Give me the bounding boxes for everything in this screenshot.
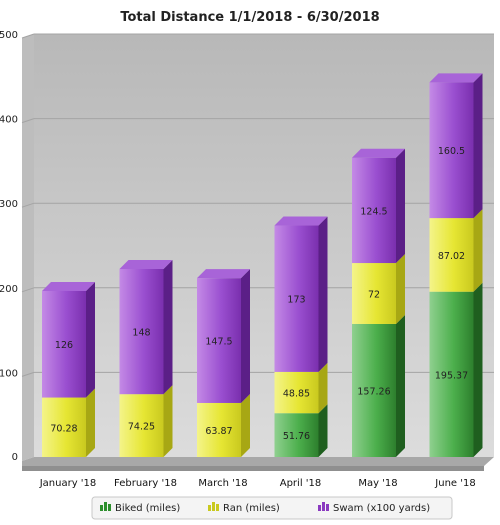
y-tick-label: 100: [0, 368, 18, 379]
bar-side-swam: [473, 73, 483, 219]
data-label-ran: 70.28: [50, 423, 77, 434]
data-label-ran: 74.25: [128, 422, 155, 433]
bar-top-cap: [197, 269, 250, 279]
data-label-swam: 126: [55, 340, 73, 351]
bar-segment-ran[interactable]: [352, 263, 396, 324]
data-label-ran: 48.85: [283, 389, 310, 400]
x-tick-label: January '18: [39, 478, 97, 489]
bar-segment-swam[interactable]: [119, 268, 164, 395]
data-label-swam: 173: [287, 295, 305, 306]
bar-stack[interactable]: [42, 281, 95, 457]
bar-segment-swam[interactable]: [197, 278, 241, 403]
y-tick-label: 300: [0, 199, 18, 210]
x-tick-label: May '18: [358, 478, 397, 489]
bar-side-swam: [86, 281, 95, 398]
bar-side-ran: [241, 393, 250, 457]
bar-top-cap: [119, 259, 173, 269]
legend-biked-icon: [100, 502, 111, 511]
legend-biked-label: Biked (miles): [115, 503, 180, 514]
legend-swam-icon: [318, 502, 329, 511]
x-tick-label: February '18: [114, 478, 177, 489]
bar-side-swam: [396, 148, 405, 264]
bar-segment-ran[interactable]: [119, 394, 164, 457]
bar-segment-ran[interactable]: [429, 218, 474, 292]
grid-line-side: [21, 202, 35, 208]
bar-stack[interactable]: [119, 259, 173, 457]
y-axis-ticks: 0 100 200 300 400 500: [0, 30, 18, 463]
bar-side-biked: [396, 314, 405, 457]
bar-side-ran: [396, 254, 405, 324]
plot-left-wall: [22, 34, 34, 461]
bar-side-ran: [163, 385, 173, 457]
plot-floor: [22, 457, 494, 466]
legend-item-biked[interactable]: Biked (miles): [100, 502, 180, 514]
bar-side-biked: [318, 404, 328, 457]
bar-segment-ran[interactable]: [42, 397, 86, 457]
grid-line-side: [21, 118, 35, 124]
y-tick-label: 0: [12, 452, 18, 463]
data-label-swam: 147.5: [205, 337, 232, 348]
x-tick-label: April '18: [280, 478, 322, 489]
bar-side-swam: [241, 269, 250, 403]
x-axis-categories: January '18 February '18 March '18 April '1…: [39, 478, 476, 489]
bar-segment-swam[interactable]: [274, 225, 319, 372]
bars: [42, 73, 483, 457]
x-tick-label: March '18: [198, 478, 247, 489]
bar-top-cap: [352, 148, 405, 158]
y-tick-label: 500: [0, 30, 18, 41]
bar-segment-biked[interactable]: [429, 291, 474, 457]
legend-box: [91, 496, 453, 520]
bar-top-cap: [429, 73, 483, 83]
data-label-swam: 160.5: [438, 146, 465, 157]
data-label-ran: 72: [368, 290, 380, 301]
bar-stack[interactable]: [429, 73, 483, 457]
bar-segment-biked[interactable]: [274, 413, 319, 457]
legend-item-swam[interactable]: Swam (x100 yards): [318, 502, 430, 514]
x-tick-label: June '18: [434, 478, 475, 489]
grid-line-side: [21, 287, 35, 293]
bar-side-biked: [473, 282, 483, 457]
data-label-ran: 63.87: [205, 426, 232, 437]
grid-line-side: [21, 371, 35, 377]
legend-swam-label: Swam (x100 yards): [333, 503, 430, 514]
data-label-biked: 51.76: [283, 431, 310, 442]
data-labels: 70.28 126 74.25 148 63.87 147.5 51.76 48.85 173 1…: [50, 146, 468, 442]
plot-back-wall: [34, 34, 494, 457]
bar-segment-swam[interactable]: [42, 290, 86, 398]
bar-top-cap: [42, 281, 95, 291]
bar-segment-swam[interactable]: [352, 157, 396, 264]
plot-floor-edge: [22, 466, 484, 471]
legend: Biked (miles) Ran (miles) Swam (x100 yar…: [91, 496, 453, 520]
bar-side-ran: [318, 362, 328, 414]
chart-title: Total Distance 1/1/2018 - 6/30/2018: [120, 10, 379, 25]
bar-stack[interactable]: [352, 148, 405, 457]
grid-lines: [21, 33, 494, 377]
legend-ran-icon: [208, 502, 219, 511]
bar-side-swam: [163, 259, 173, 395]
bar-segment-ran[interactable]: [274, 371, 319, 414]
y-tick-label: 400: [0, 115, 18, 126]
bar-side-ran: [86, 388, 95, 457]
bar-segment-biked[interactable]: [352, 323, 396, 457]
bar-stack[interactable]: [274, 216, 328, 457]
data-label-swam: 124.5: [360, 206, 387, 217]
y-tick-label: 200: [0, 284, 18, 295]
bar-segment-swam[interactable]: [429, 82, 474, 219]
data-label-swam: 148: [132, 328, 150, 339]
data-label-biked: 195.37: [435, 370, 468, 381]
bar-top-cap: [274, 216, 328, 226]
data-label-biked: 157.26: [357, 386, 390, 397]
data-label-ran: 87.02: [438, 251, 465, 262]
grid-line-side: [21, 33, 35, 39]
bar-stack[interactable]: [197, 269, 250, 457]
legend-ran-label: Ran (miles): [223, 503, 280, 514]
bar-side-ran: [473, 209, 483, 292]
legend-item-ran[interactable]: Ran (miles): [208, 502, 280, 514]
bar-side-swam: [318, 216, 328, 372]
bar-segment-ran[interactable]: [197, 402, 241, 457]
